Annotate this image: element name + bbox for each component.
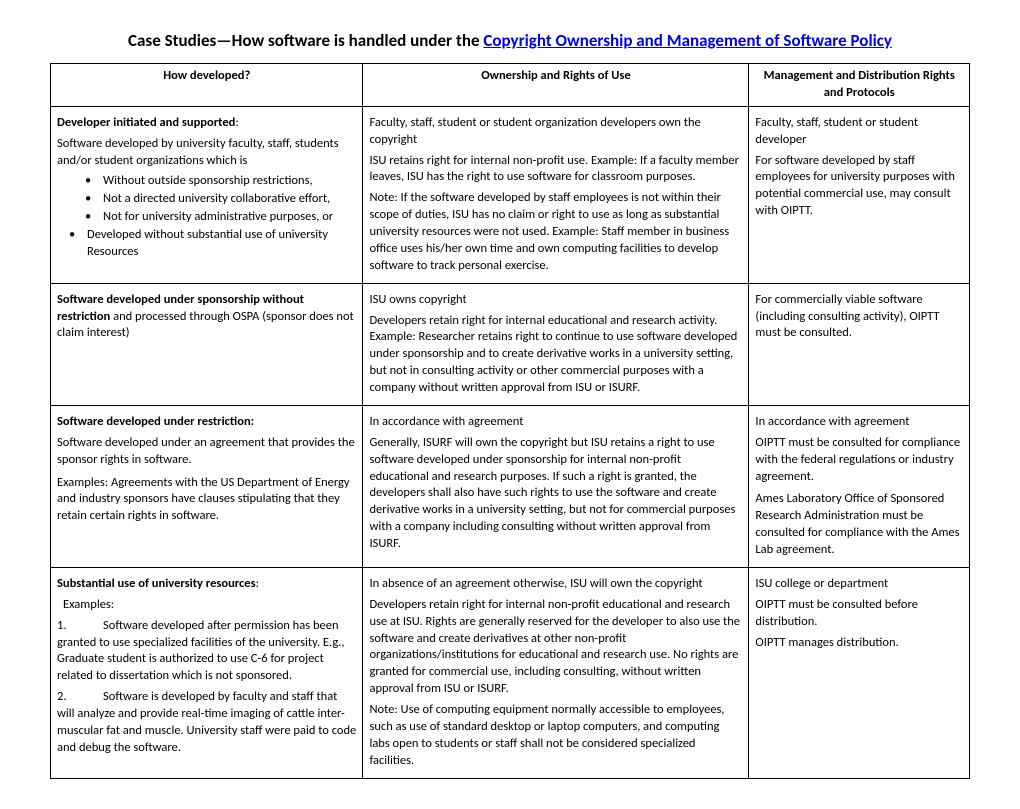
row3-c2-p2: Generally, ISURF will own the copyright …	[369, 435, 742, 553]
row4-c2-p1: In absence of an agreement otherwise, IS…	[369, 576, 742, 593]
cell-ownership: Faculty, staff, student or student organ…	[363, 106, 749, 283]
row4-head: Substantial use of university resources	[57, 576, 256, 591]
list-item: 1.Software developed after permission ha…	[57, 618, 356, 686]
row1-c2-p2: ISU retains right for internal non-profi…	[369, 153, 742, 187]
cell-how-developed: Software developed under restriction: So…	[51, 405, 363, 567]
list-item: •Developed without substantial use of un…	[57, 227, 356, 261]
cell-management: For commercially viable software (includ…	[749, 283, 970, 405]
list-item: •Not a directed university collaborative…	[85, 191, 356, 208]
row1-c2-p3: Note: If the software developed by staff…	[369, 190, 742, 274]
row1-b2: Not a directed university collaborative …	[103, 191, 330, 206]
header-c1: How developed?	[51, 64, 363, 107]
cell-ownership: ISU owns copyright Developers retain rig…	[363, 283, 749, 405]
row4-c3-p2: OIPTT must be consulted before distribut…	[755, 597, 963, 631]
cell-how-developed: Software developed under sponsorship wit…	[51, 283, 363, 405]
list-item: 2.Software is developed by faculty and s…	[57, 689, 356, 757]
row1-colon: :	[235, 115, 238, 130]
row2-c2-p2: Developers retain right for internal edu…	[369, 313, 742, 397]
cell-ownership: In absence of an agreement otherwise, IS…	[363, 567, 749, 778]
row3-c1-p2: Examples: Agreements with the US Departm…	[57, 475, 356, 526]
row4-c3-p3: OIPTT manages distribution.	[755, 635, 963, 652]
table-row: Substantial use of university resources:…	[51, 567, 970, 778]
header-row: How developed? Ownership and Rights of U…	[51, 64, 970, 107]
row1-b3: Not for university administrative purpos…	[103, 209, 333, 224]
row3-c3-p3: Ames Laboratory Office of Sponsored Rese…	[755, 491, 963, 559]
case-studies-table: How developed? Ownership and Rights of U…	[50, 63, 970, 779]
row3-c2-p1: In accordance with agreement	[369, 414, 742, 431]
title-link[interactable]: Copyright Ownership and Management of So…	[483, 30, 892, 51]
row1-c2-p1: Faculty, staff, student or student organ…	[369, 115, 742, 149]
row1-c3-p2: For software developed by staff employee…	[755, 153, 963, 221]
cell-how-developed: Substantial use of university resources:…	[51, 567, 363, 778]
row2-c2-p1: ISU owns copyright	[369, 292, 742, 309]
table-row: Developer initiated and supported: Softw…	[51, 106, 970, 283]
row1-b1: Without outside sponsorship restrictions…	[103, 173, 313, 188]
cell-management: Faculty, staff, student or student devel…	[749, 106, 970, 283]
row4-c2-p2: Developers retain right for internal non…	[369, 597, 742, 698]
list-item: •Not for university administrative purpo…	[85, 209, 356, 226]
row4-examples: Examples:	[57, 597, 356, 614]
cell-how-developed: Developer initiated and supported: Softw…	[51, 106, 363, 283]
cell-management: ISU college or department OIPTT must be …	[749, 567, 970, 778]
num-1: 1.	[57, 618, 103, 635]
row4-colon: :	[256, 576, 259, 591]
row1-c3-p1: Faculty, staff, student or student devel…	[755, 115, 963, 149]
table-row: Software developed under restriction: So…	[51, 405, 970, 567]
header-c2: Ownership and Rights of Use	[363, 64, 749, 107]
row4-c3-p1: ISU college or department	[755, 576, 963, 593]
row3-head: Software developed under restriction:	[57, 414, 254, 429]
num-2: 2.	[57, 689, 103, 706]
row3-c3-p1: In accordance with agreement	[755, 414, 963, 431]
row1-head: Developer initiated and supported	[57, 115, 235, 130]
cell-ownership: In accordance with agreement Generally, …	[363, 405, 749, 567]
cell-management: In accordance with agreement OIPTT must …	[749, 405, 970, 567]
row1-c1-p1: Software developed by university faculty…	[57, 136, 356, 170]
row3-c1-p1: Software developed under an agreement th…	[57, 435, 356, 469]
row1-b4: Developed without substantial use of uni…	[87, 227, 328, 259]
row2-c3-p1: For commercially viable software (includ…	[755, 292, 963, 343]
page-title: Case Studies—How software is handled und…	[50, 30, 970, 51]
header-c3: Management and Distribution Rights and P…	[749, 64, 970, 107]
list-item: •Without outside sponsorship restriction…	[85, 173, 356, 190]
table-row: Software developed under sponsorship wit…	[51, 283, 970, 405]
title-prefix: Case Studies—How software is handled und…	[128, 30, 483, 51]
row4-c2-p3: Note: Use of computing equipment normall…	[369, 702, 742, 770]
row3-c3-p2: OIPTT must be consulted for compliance w…	[755, 435, 963, 486]
